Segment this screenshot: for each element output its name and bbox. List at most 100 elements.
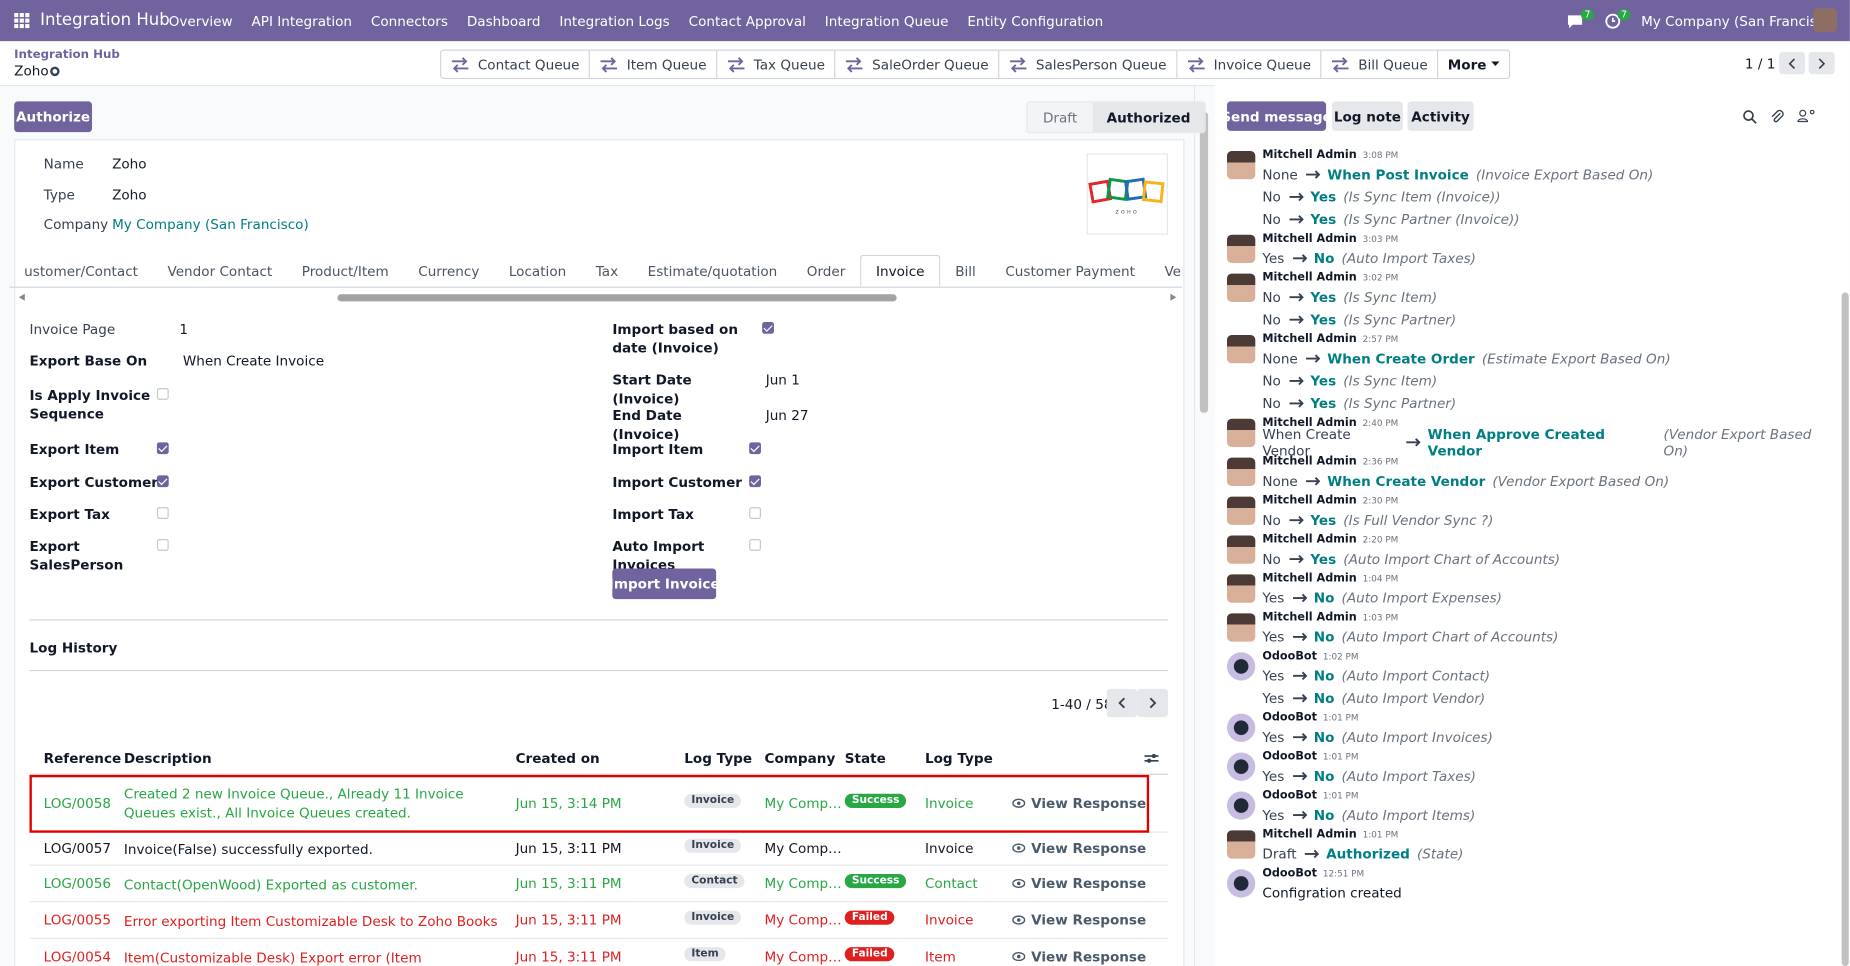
field-label: Import Customer [612, 474, 742, 491]
tracked-field: (Vendor Export Based On) [1663, 425, 1812, 459]
time: 1:01 PM [1322, 750, 1359, 762]
menu-item[interactable]: API Integration [251, 12, 353, 30]
checkbox[interactable] [749, 507, 761, 519]
old-value: Draft [1262, 845, 1297, 862]
separator [29, 619, 1169, 621]
field-value: My Company (San Francisco) [112, 215, 309, 233]
old-value: No [1262, 550, 1281, 567]
reference[interactable]: LOG/0057 [43, 839, 112, 857]
tab[interactable]: Order [806, 262, 846, 279]
time: 1:01 PM [1322, 711, 1359, 723]
form-sheet [14, 139, 1185, 966]
new-value: No [1313, 767, 1335, 784]
menu-item[interactable]: Contact Approval [688, 12, 806, 30]
column-header[interactable]: Log Type [684, 750, 753, 767]
description: Invoice(False) successfully exported. [123, 840, 373, 858]
column-header[interactable]: Reference [43, 750, 122, 767]
new-value: No [1313, 249, 1335, 266]
tab[interactable]: ustomer/Contact [24, 262, 138, 279]
view-response[interactable]: View Response [1012, 840, 1146, 856]
reference[interactable]: LOG/0058 [43, 794, 112, 812]
smart-button[interactable]: Item Queue [590, 50, 718, 78]
checkbox[interactable] [156, 442, 169, 455]
tab[interactable]: Product/Item [301, 262, 389, 279]
reference[interactable]: LOG/0054 [43, 947, 112, 965]
smart-button[interactable]: Tax Queue [717, 50, 836, 78]
tracked-field: (Is Sync Partner) [1343, 310, 1457, 328]
tab[interactable]: Customer Payment [1005, 262, 1135, 279]
checkbox[interactable] [156, 539, 169, 551]
checkbox[interactable] [156, 507, 169, 519]
column-header[interactable]: Description [123, 750, 212, 767]
chatter-button[interactable]: Activity [1407, 101, 1474, 131]
smart-button[interactable]: SaleOrder Queue [836, 50, 1000, 78]
message-header: Mitchell Admin 1:04 PM [1262, 570, 1834, 587]
tab[interactable]: Vendor Payment [1164, 262, 1182, 279]
chatter-button[interactable]: Send message [1221, 101, 1332, 131]
checkbox[interactable] [156, 388, 169, 400]
menu-item[interactable]: Dashboard [466, 12, 541, 30]
log-type: Invoice [924, 794, 974, 812]
smart-button[interactable]: Bill Queue [1322, 50, 1439, 78]
status-step[interactable]: Draft [1027, 102, 1093, 133]
column-header[interactable]: Created on [515, 750, 600, 767]
view-response[interactable]: View Response [1012, 911, 1146, 928]
tab[interactable]: Vendor Contact [167, 262, 273, 279]
message-body: OdooBot 12:51 PM Configration created [1262, 865, 1834, 904]
menu-item[interactable]: Integration Logs [559, 12, 670, 30]
field-label: Name [43, 155, 84, 173]
column-header[interactable]: Log Type [924, 750, 993, 767]
tab[interactable]: Invoice [860, 254, 941, 287]
pager-next[interactable] [1808, 51, 1835, 75]
checkbox[interactable] [762, 322, 774, 334]
message-body: Mitchell Admin 2:40 PM When Create Vendor W… [1262, 414, 1834, 458]
checkbox[interactable] [749, 442, 761, 455]
checkbox[interactable] [156, 475, 169, 488]
new-value: When Post Invoice [1327, 165, 1469, 183]
view-response[interactable]: View Response [1012, 795, 1146, 811]
separator [29, 773, 1169, 775]
list-prev[interactable] [1106, 688, 1138, 718]
smart-button[interactable]: Invoice Queue [1177, 50, 1322, 78]
field-label: End Date (Invoice) [612, 406, 682, 443]
user-avatar[interactable] [1813, 8, 1837, 32]
status-step[interactable]: Authorized [1092, 102, 1205, 133]
author: OdooBot [1262, 710, 1317, 724]
apps-icon[interactable] [14, 12, 30, 29]
tab[interactable]: Bill [955, 262, 976, 279]
view-response[interactable]: View Response [1012, 875, 1146, 891]
tab[interactable]: Location [508, 262, 567, 279]
pager-prev[interactable] [1779, 51, 1806, 75]
tracking-line: Configration created [1262, 881, 1834, 903]
smart-button[interactable]: Contact Queue [441, 50, 591, 78]
column-header[interactable]: State [844, 750, 886, 767]
reference[interactable]: LOG/0055 [43, 911, 112, 928]
tab[interactable]: Tax [595, 262, 619, 279]
avatar [1226, 652, 1256, 681]
menu-item[interactable]: Integration Queue [824, 12, 949, 30]
chatter-button[interactable]: Log note [1331, 101, 1403, 131]
checkbox[interactable] [749, 539, 761, 551]
created-on: Jun 15, 3:14 PM [515, 794, 622, 812]
message: Mitchell Admin 2:57 PM None When Create Ord… [1226, 330, 1835, 414]
checkbox[interactable] [749, 475, 761, 488]
app-title[interactable]: Integration Hub [40, 10, 170, 30]
tab[interactable]: Estimate/quotation [647, 262, 778, 279]
smart-buttons: Contact Queue Item Queue Tax Queue SaleOrde… [440, 49, 1511, 80]
company-switch[interactable]: My Company (San Francisco) [1641, 12, 1838, 30]
view-response[interactable]: View Response [1012, 948, 1146, 964]
smart-button[interactable]: SalesPerson Queue [999, 50, 1178, 78]
authorize-button[interactable]: Authorize [14, 101, 93, 133]
menu-item[interactable]: Entity Configuration [967, 12, 1104, 30]
import-button[interactable]: Import Invoice [609, 568, 720, 600]
menu-item[interactable]: Overview [168, 12, 233, 30]
column-header[interactable]: Company [764, 750, 836, 767]
field-label: Import Tax [612, 506, 694, 523]
menu-item[interactable]: Connectors [370, 12, 448, 30]
reference[interactable]: LOG/0056 [43, 874, 112, 892]
list-next[interactable] [1137, 688, 1169, 718]
message-header: OdooBot 1:01 PM [1262, 787, 1834, 804]
arrow-icon [1288, 213, 1304, 225]
more-button[interactable]: More [1438, 51, 1509, 78]
tab[interactable]: Currency [418, 262, 480, 279]
